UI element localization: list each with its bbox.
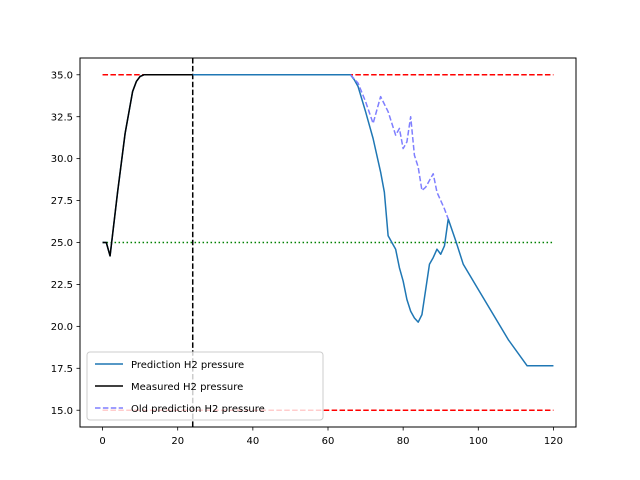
y-tick-label: 22.5 [51,280,73,291]
axis-ticks: 0 20 40 60 80 100 120 15.0 17.5 20.0 22.5 25.0 27.5 3… [51,70,563,447]
legend: Prediction H2 pressure Measured H2 pressu… [86,351,324,421]
series-line-1 [102,74,193,257]
x-tick-label: 120 [544,436,563,447]
y-tick-label: 30.0 [51,154,73,165]
legend-label-2: Old prediction H2 pressure [131,404,265,415]
x-tick-label: 100 [469,436,488,447]
y-tick-label: 27.5 [51,196,73,207]
y-tick-label: 20.0 [51,322,73,333]
x-tick-label: 80 [397,436,410,447]
x-tick-label: 60 [322,436,335,447]
x-tick-label: 40 [246,436,259,447]
y-tick-label: 17.5 [51,364,73,375]
y-tick-label: 35.0 [51,70,73,81]
x-tick-label: 20 [171,436,184,447]
legend-label-1: Measured H2 pressure [131,382,243,393]
legend-label-0: Prediction H2 pressure [131,360,244,371]
y-tick-label: 32.5 [51,112,73,123]
x-tick-label: 0 [99,436,105,447]
y-tick-label: 15.0 [51,406,73,417]
series-line-2 [349,74,449,220]
y-tick-label: 25.0 [51,238,73,249]
legend-box [86,351,324,421]
